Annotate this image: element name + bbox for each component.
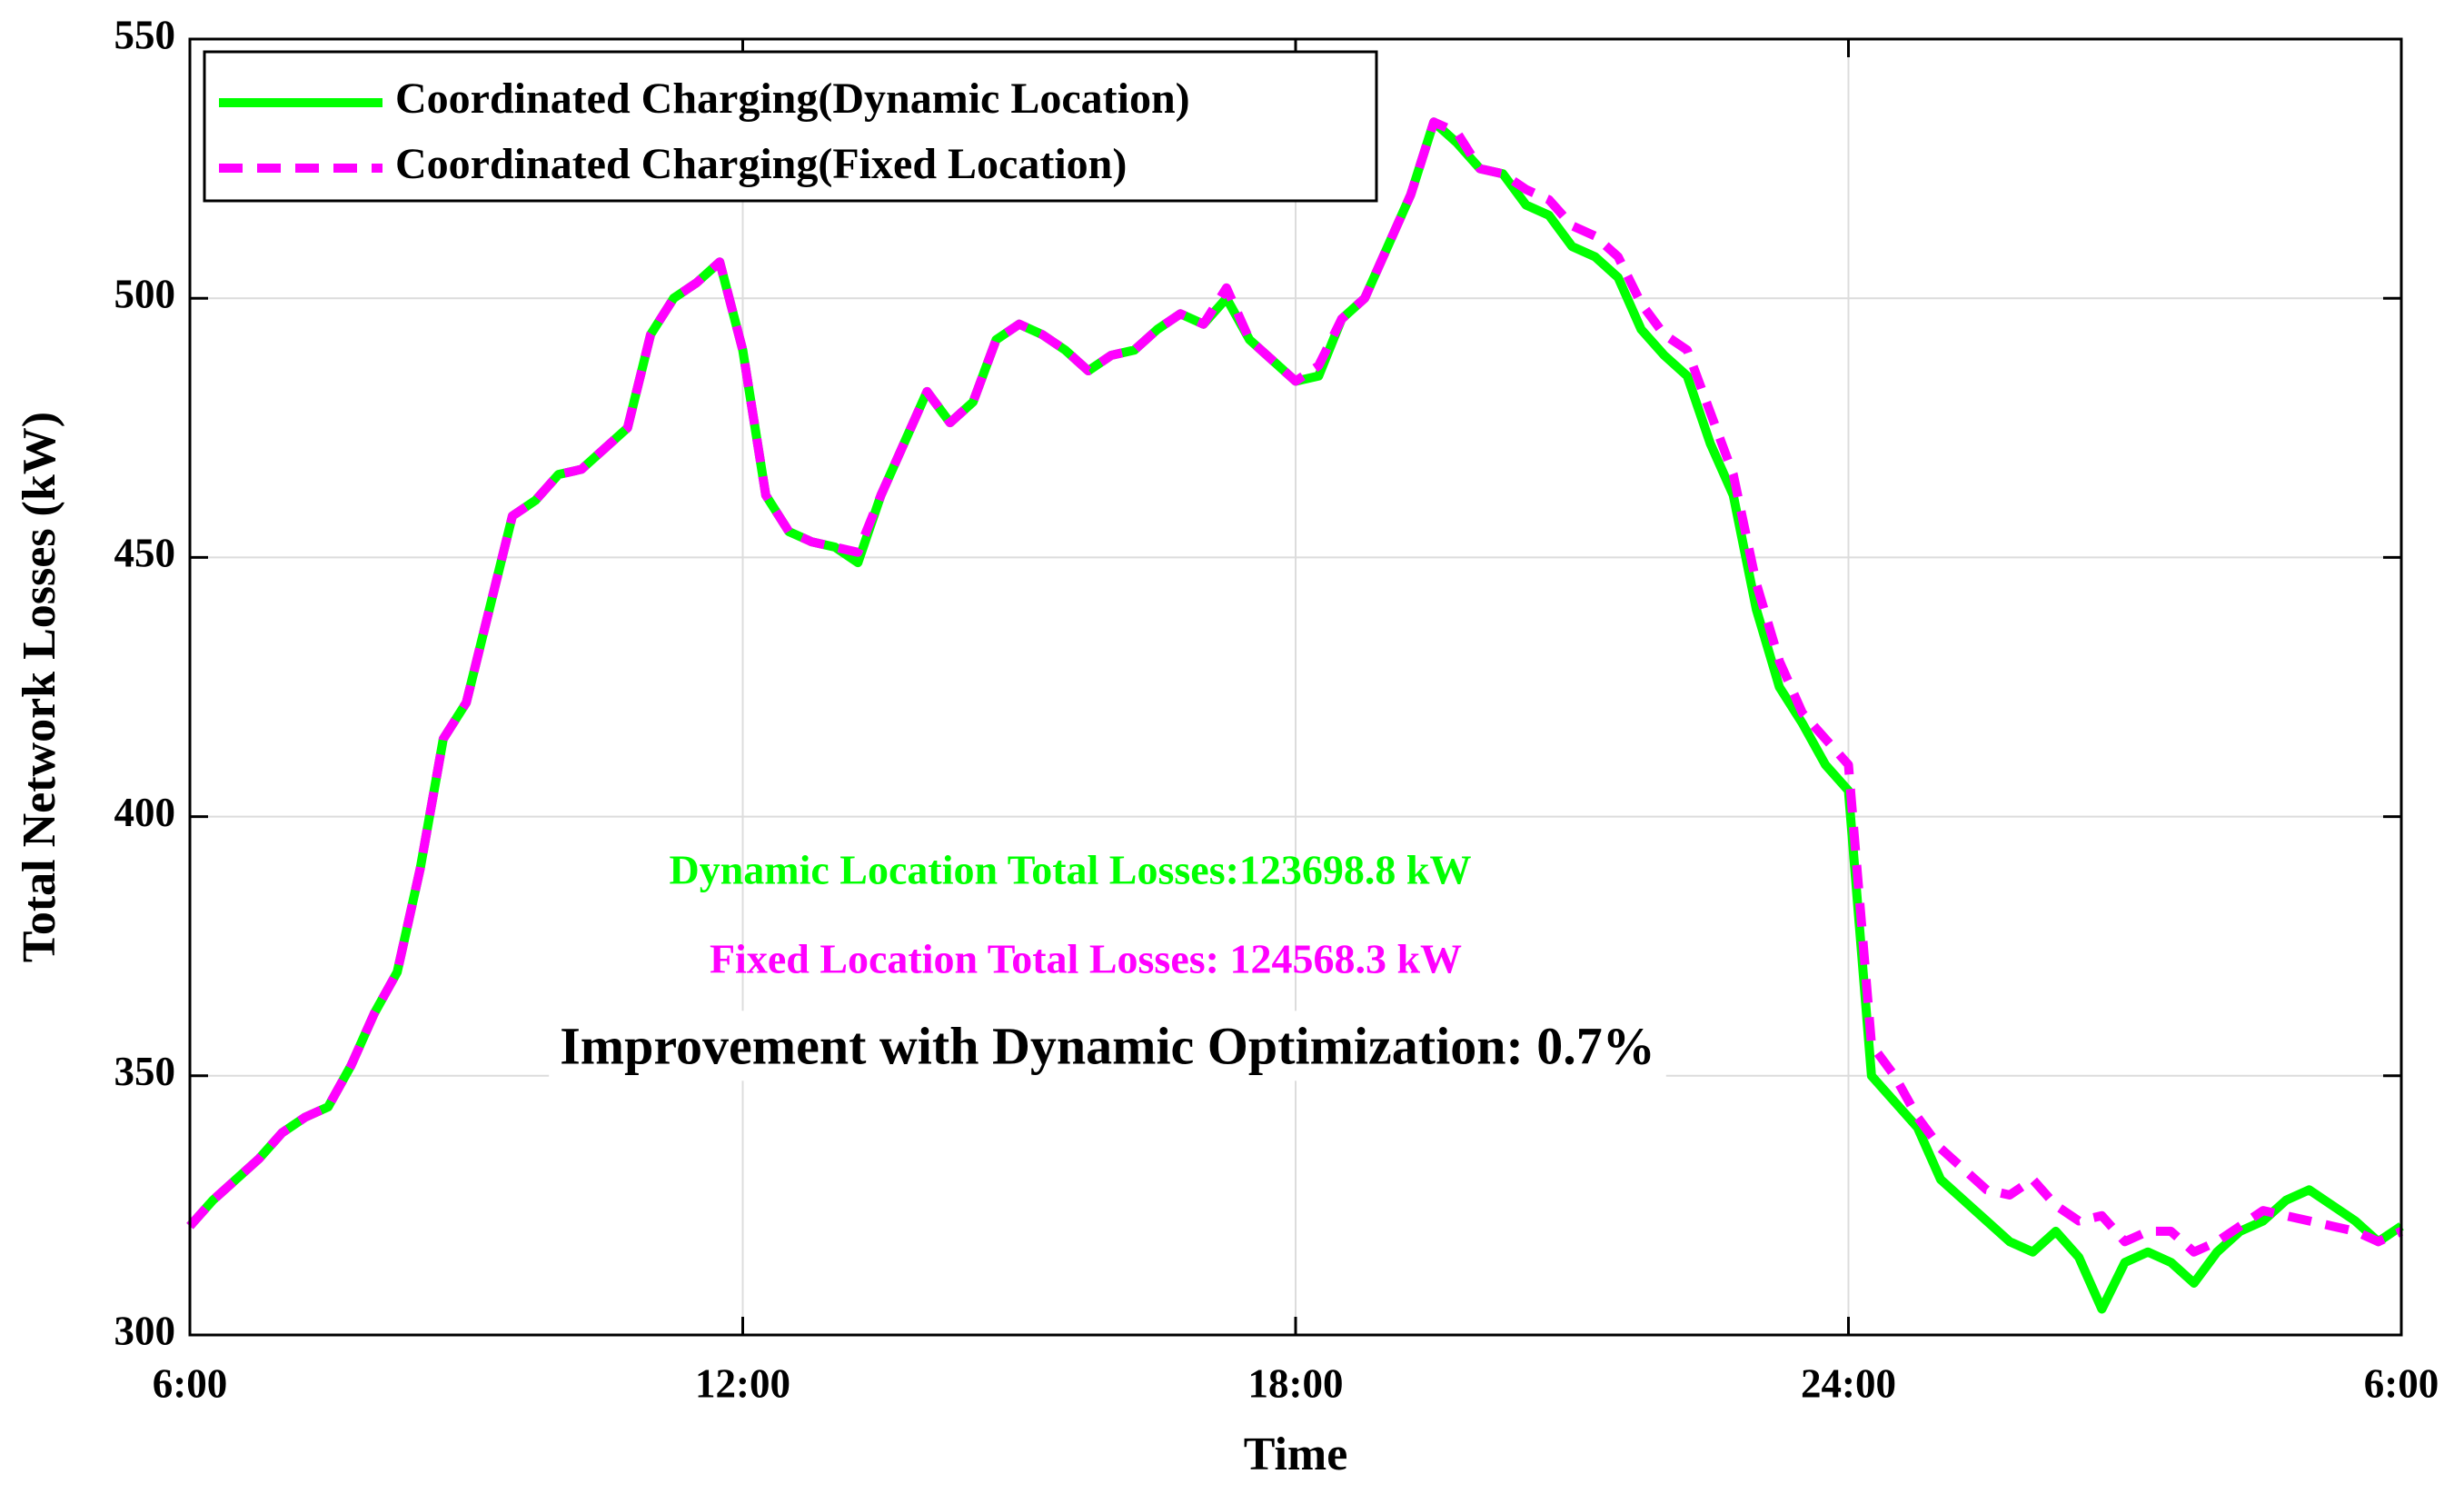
legend-label: Coordinated Charging(Fixed Location) bbox=[395, 140, 1127, 188]
annotation: Fixed Location Total Losses: 124568.3 kW bbox=[710, 936, 1462, 982]
x-axis-label: Time bbox=[1244, 1429, 1348, 1480]
y-tick-label: 450 bbox=[114, 531, 176, 576]
y-axis-label: Total Network Losses (kW) bbox=[14, 412, 65, 962]
data-line bbox=[186, 117, 2404, 1257]
y-tick-label: 400 bbox=[114, 790, 176, 835]
annotation-bg bbox=[549, 1011, 1666, 1081]
y-tick-label: 550 bbox=[114, 12, 176, 57]
legend: Coordinated Charging(Dynamic Location) Co… bbox=[203, 50, 1378, 203]
x-tick-label: 18:00 bbox=[1248, 1360, 1344, 1406]
x-tick-label: 6:00 bbox=[153, 1360, 228, 1406]
y-tick-label: 350 bbox=[114, 1049, 176, 1094]
legend-box bbox=[203, 50, 1378, 203]
y-tick-label: 300 bbox=[114, 1308, 176, 1353]
x-tick-label: 6:00 bbox=[2364, 1360, 2439, 1406]
x-tick-label: 12:00 bbox=[695, 1360, 790, 1406]
legend-label: Coordinated Charging(Dynamic Location) bbox=[395, 75, 1190, 123]
axes-frame bbox=[188, 37, 2403, 1337]
x-tick-label: 24:00 bbox=[1801, 1360, 1896, 1406]
annotation: Dynamic Location Total Losses:123698.8 k… bbox=[669, 847, 1471, 893]
annotation: Improvement with Dynamic Optimization: 0… bbox=[560, 1016, 1655, 1075]
y-tick-label: 500 bbox=[114, 272, 176, 317]
